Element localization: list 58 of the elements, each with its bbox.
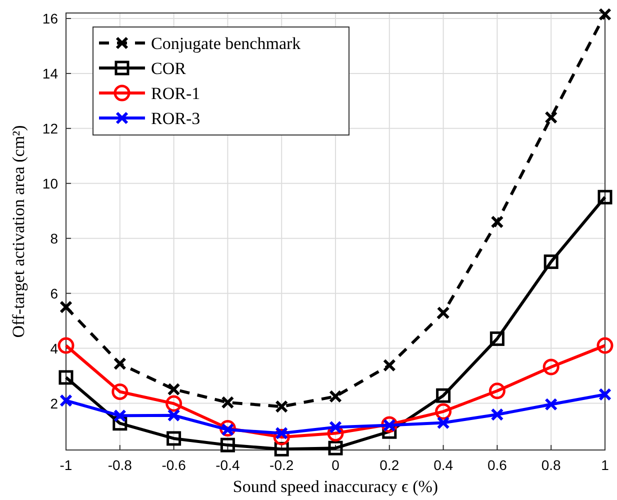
point — [275, 400, 288, 414]
point — [221, 423, 234, 436]
x-tick-label: -0.8 — [108, 457, 132, 473]
legend-label: ROR-1 — [151, 84, 200, 103]
point — [490, 215, 504, 228]
point — [167, 408, 180, 422]
point — [166, 395, 182, 412]
point — [60, 300, 72, 314]
point — [166, 431, 182, 446]
point — [598, 388, 612, 401]
y-tick-label: 2 — [50, 395, 58, 412]
point — [596, 337, 614, 354]
y-tick-label: 10 — [42, 175, 58, 192]
y-tick-label: 8 — [50, 230, 58, 246]
x-tick-label: -0.6 — [162, 457, 186, 473]
point — [167, 382, 180, 396]
point — [60, 394, 72, 408]
point — [329, 390, 342, 403]
point — [542, 358, 560, 376]
y-tick-label: 14 — [42, 65, 58, 82]
point — [544, 110, 558, 124]
x-tick-label: -0.4 — [216, 457, 240, 473]
point — [58, 337, 74, 354]
point — [436, 416, 450, 430]
x-axis-title: Sound speed inaccuracy ϵ (%) — [232, 477, 438, 496]
point — [436, 388, 451, 403]
legend-label: COR — [151, 59, 187, 78]
point — [220, 438, 235, 452]
point — [490, 408, 504, 422]
y-tick-label: 12 — [42, 120, 58, 136]
x-tick-label: 0.8 — [541, 457, 562, 473]
point — [488, 382, 506, 400]
point — [58, 370, 74, 385]
x-tick-label: 0.4 — [434, 457, 454, 473]
legend-label: Conjugate benchmark — [151, 34, 302, 53]
point — [490, 331, 504, 346]
point — [382, 358, 396, 372]
point — [221, 396, 234, 409]
point — [598, 190, 612, 204]
x-tick-label: 0.6 — [487, 457, 508, 473]
legend-label: ROR-3 — [151, 109, 200, 128]
x-tick-label: 0.2 — [380, 457, 400, 473]
point — [436, 306, 450, 320]
x-tick-label: -0.2 — [270, 457, 294, 473]
y-tick-label: 6 — [50, 285, 58, 302]
point — [544, 398, 558, 411]
x-tick-label: 0 — [332, 457, 340, 473]
point — [598, 8, 612, 21]
point — [112, 383, 128, 400]
point — [113, 357, 126, 370]
y-tick-label: 16 — [42, 10, 58, 26]
x-tick-label: -1 — [60, 457, 72, 473]
point — [328, 440, 343, 456]
point — [544, 254, 558, 269]
x-tick-label: 1 — [601, 457, 610, 473]
point — [113, 409, 126, 422]
y-tick-label: 4 — [50, 340, 58, 356]
y-axis-title: Off-target activation area (cm²) — [9, 125, 28, 338]
